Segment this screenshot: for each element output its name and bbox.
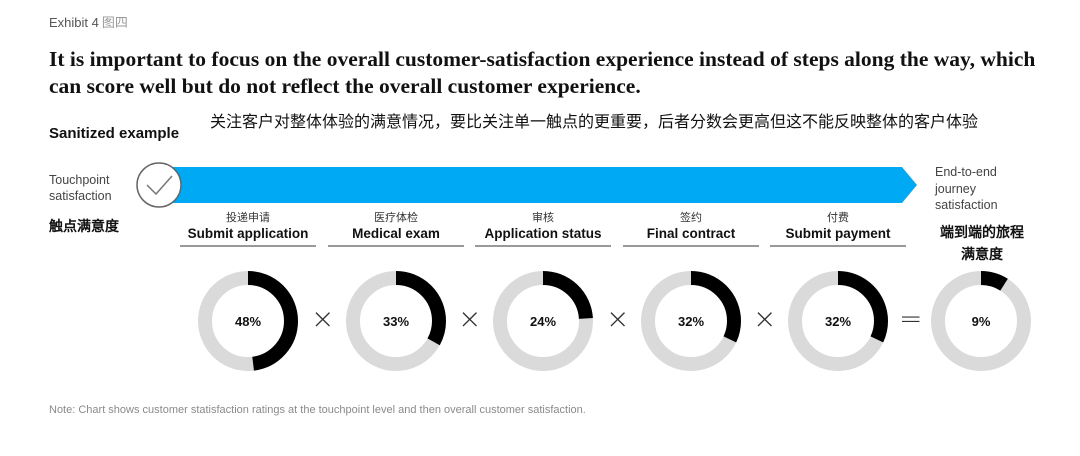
check-icon xyxy=(146,175,173,196)
donut-value-label-5: 32% xyxy=(825,314,851,329)
step-submit-application: 投递申请 Submit application xyxy=(180,212,316,247)
donut-arc-2 xyxy=(346,271,446,371)
step-label-cn: 投递申请 xyxy=(226,212,270,224)
equals-operator: = xyxy=(899,302,923,335)
donut-value-label-2: 33% xyxy=(383,314,409,329)
donut-arc-4 xyxy=(641,271,741,371)
exhibit-label: Exhibit 4 图四 xyxy=(49,12,128,31)
end-to-end-label-line1: End-to-end xyxy=(935,165,997,179)
step-label: Submit application xyxy=(180,225,316,247)
journey-arrow-shape xyxy=(160,167,917,203)
donut-value-label-1: 48% xyxy=(235,314,261,329)
donut-value-label-4: 32% xyxy=(678,314,704,329)
step-application-status: 审核 Application status xyxy=(475,212,611,247)
donut-arc-3 xyxy=(493,271,593,371)
donut-value-label-3: 24% xyxy=(530,314,556,329)
end-to-end-label-cn-line1: 端到端的旅程 xyxy=(940,224,1024,240)
check-circle xyxy=(136,162,182,208)
end-to-end-label-cn: 端到端的旅程 满意度 xyxy=(926,221,1038,265)
step-medical-exam: 医疗体检 Medical exam xyxy=(328,212,464,247)
step-label: Final contract xyxy=(623,225,759,247)
end-to-end-label-cn-line2: 满意度 xyxy=(961,246,1003,262)
times-operator-4: × xyxy=(753,302,777,335)
footnote: Note: Chart shows customer statisfaction… xyxy=(49,404,586,416)
times-operator-3: × xyxy=(606,302,630,335)
donut-arc-1 xyxy=(198,271,298,371)
times-operator-2: × xyxy=(458,302,482,335)
touchpoint-label-cn: 触点满意度 xyxy=(49,218,119,234)
donut-arc-6 xyxy=(931,271,1031,371)
times-operator-1: × xyxy=(311,302,335,335)
step-label-cn: 医疗体检 xyxy=(374,212,418,224)
donut-value-label-6: 9% xyxy=(972,314,991,329)
touchpoint-label-line1: Touchpoint xyxy=(49,173,110,187)
end-to-end-label: End-to-end journey satisfaction xyxy=(935,164,1045,214)
end-to-end-label-line2: journey xyxy=(935,181,976,196)
step-label-cn: 审核 xyxy=(532,212,554,224)
subtitle-cn: 关注客户对整体体验的满意情况，要比关注单一触点的更重要，后者分数会更高但这不能反… xyxy=(210,114,979,131)
exhibit-number-cn: 图四 xyxy=(101,15,128,30)
chart-title: It is important to focus on the overall … xyxy=(49,47,1036,98)
step-label-cn: 付费 xyxy=(827,212,849,224)
touchpoint-label-line2: satisfaction xyxy=(49,189,112,203)
donut-arc-5 xyxy=(788,271,888,371)
step-label: Medical exam xyxy=(328,225,464,247)
step-label: Submit payment xyxy=(770,225,906,247)
step-submit-payment: 付费 Submit payment xyxy=(770,212,906,247)
step-label-cn: 签约 xyxy=(680,212,702,224)
exhibit-number: Exhibit 4 xyxy=(49,15,99,30)
touchpoint-label: Touchpoint satisfaction xyxy=(49,172,112,204)
end-to-end-label-line3: satisfaction xyxy=(935,198,998,212)
step-final-contract: 签约 Final contract xyxy=(623,212,759,247)
step-label: Application status xyxy=(475,225,611,247)
sanitized-example-label: Sanitized example xyxy=(49,125,180,142)
